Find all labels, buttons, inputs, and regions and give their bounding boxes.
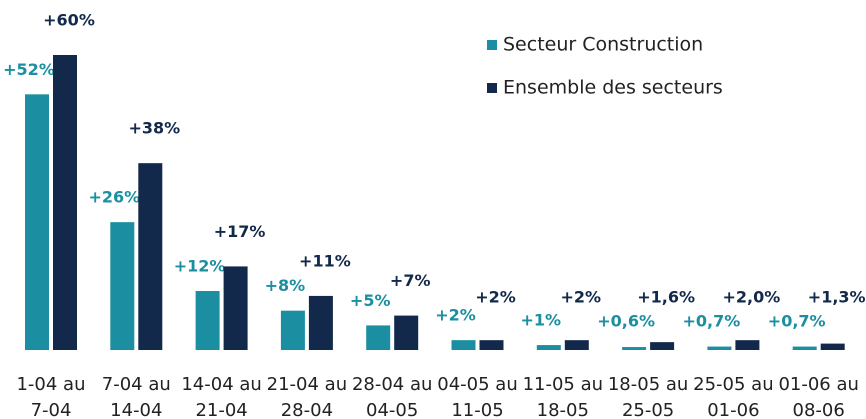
data-label: +2% (561, 288, 602, 307)
data-label: +17% (214, 222, 266, 241)
data-label: +8% (265, 276, 306, 295)
x-tick-label: 7-04 au 14-04 (101, 374, 171, 419)
bar (536, 345, 561, 350)
x-tick-label: 01-06 au 08-06 (778, 374, 859, 419)
bar (223, 266, 248, 350)
data-label: +0,7% (768, 312, 826, 331)
bar (622, 347, 647, 350)
bar (138, 163, 163, 350)
x-tick-label: 11-05 au 18-05 (522, 374, 604, 419)
data-label: +11% (299, 251, 351, 270)
data-label: +2% (435, 306, 476, 325)
legend-swatch (487, 83, 497, 93)
data-label: +1% (521, 311, 562, 330)
data-label: +2% (475, 288, 516, 307)
legend-swatch (487, 40, 497, 50)
x-tick-label: 28-04 au 04-05 (351, 374, 433, 419)
bar (280, 310, 305, 350)
bar (366, 325, 391, 350)
bar (53, 55, 77, 350)
data-label: +26% (88, 188, 140, 207)
data-label: +0,6% (597, 312, 655, 331)
data-label: +0,7% (683, 312, 741, 331)
bar (394, 315, 419, 350)
bar (25, 94, 49, 350)
bar (707, 346, 732, 350)
x-tick-label: 25-05 au 01-06 (693, 374, 774, 419)
bar (451, 340, 476, 350)
x-tick-label: 21-04 au 28-04 (266, 374, 348, 419)
bar (735, 340, 760, 350)
x-tick-label: 14-04 au 21-04 (181, 374, 262, 419)
x-tick-label: 04-05 au 11-05 (437, 374, 518, 419)
data-label: +7% (390, 271, 431, 290)
bar (564, 340, 589, 350)
bar (110, 222, 135, 350)
data-label: +52% (3, 60, 55, 79)
bar (650, 342, 675, 350)
bar (308, 295, 333, 350)
data-label: +1,3% (808, 288, 866, 307)
data-label: +5% (350, 291, 391, 310)
bar (820, 343, 845, 350)
bar (195, 291, 220, 350)
data-label: +12% (174, 257, 226, 276)
legend-label: Secteur Construction (503, 34, 703, 56)
data-label: +60% (43, 11, 95, 30)
x-tick-label: 18-05 au 25-05 (607, 374, 689, 419)
bar (479, 340, 504, 350)
data-label: +1,6% (637, 288, 695, 307)
data-label: +38% (128, 119, 180, 138)
x-tick-label: 1-04 au 7-04 (16, 374, 86, 419)
data-label: +2,0% (723, 288, 781, 307)
bar (792, 346, 817, 350)
legend-label: Ensemble des secteurs (503, 77, 723, 99)
